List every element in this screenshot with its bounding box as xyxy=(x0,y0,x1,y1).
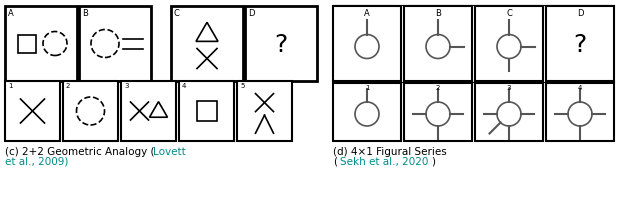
Text: B: B xyxy=(82,9,88,18)
Bar xyxy=(179,82,234,141)
Bar xyxy=(404,7,472,82)
Bar xyxy=(333,84,401,141)
Text: B: B xyxy=(435,9,441,18)
Bar xyxy=(79,7,151,82)
Text: C: C xyxy=(506,9,512,18)
Text: (c) 2+2 Geometric Analogy (: (c) 2+2 Geometric Analogy ( xyxy=(5,146,154,156)
Bar xyxy=(546,84,614,141)
Bar xyxy=(5,82,60,141)
Text: 5: 5 xyxy=(240,83,244,89)
Bar xyxy=(333,7,401,82)
Bar xyxy=(237,82,292,141)
Text: C: C xyxy=(174,9,180,18)
Bar xyxy=(475,7,543,82)
Text: 3: 3 xyxy=(124,83,129,89)
Bar xyxy=(18,35,36,53)
Text: Lovett: Lovett xyxy=(153,146,186,156)
Text: D: D xyxy=(248,9,255,18)
Bar xyxy=(404,84,472,141)
Text: 2: 2 xyxy=(66,83,70,89)
Bar xyxy=(171,7,243,82)
Text: D: D xyxy=(577,9,583,18)
Text: 1: 1 xyxy=(8,83,13,89)
Text: Sekh et al., 2020: Sekh et al., 2020 xyxy=(340,156,428,166)
Text: (: ( xyxy=(333,156,337,166)
Text: 2: 2 xyxy=(436,85,440,91)
Text: 4: 4 xyxy=(578,85,582,91)
Text: 4: 4 xyxy=(182,83,186,89)
Bar xyxy=(196,102,216,121)
Text: 1: 1 xyxy=(365,85,369,91)
Text: (d) 4×1 Figural Series: (d) 4×1 Figural Series xyxy=(333,146,447,156)
Text: A: A xyxy=(364,9,370,18)
Text: ): ) xyxy=(431,156,435,166)
Bar xyxy=(245,7,317,82)
Bar xyxy=(475,84,543,141)
Text: et al., 2009): et al., 2009) xyxy=(5,156,68,166)
Text: ?: ? xyxy=(275,32,287,56)
Text: A: A xyxy=(8,9,13,18)
Bar xyxy=(121,82,176,141)
Text: 3: 3 xyxy=(507,85,511,91)
Text: ?: ? xyxy=(573,32,587,56)
Bar xyxy=(5,7,77,82)
Bar xyxy=(546,7,614,82)
Bar xyxy=(63,82,118,141)
